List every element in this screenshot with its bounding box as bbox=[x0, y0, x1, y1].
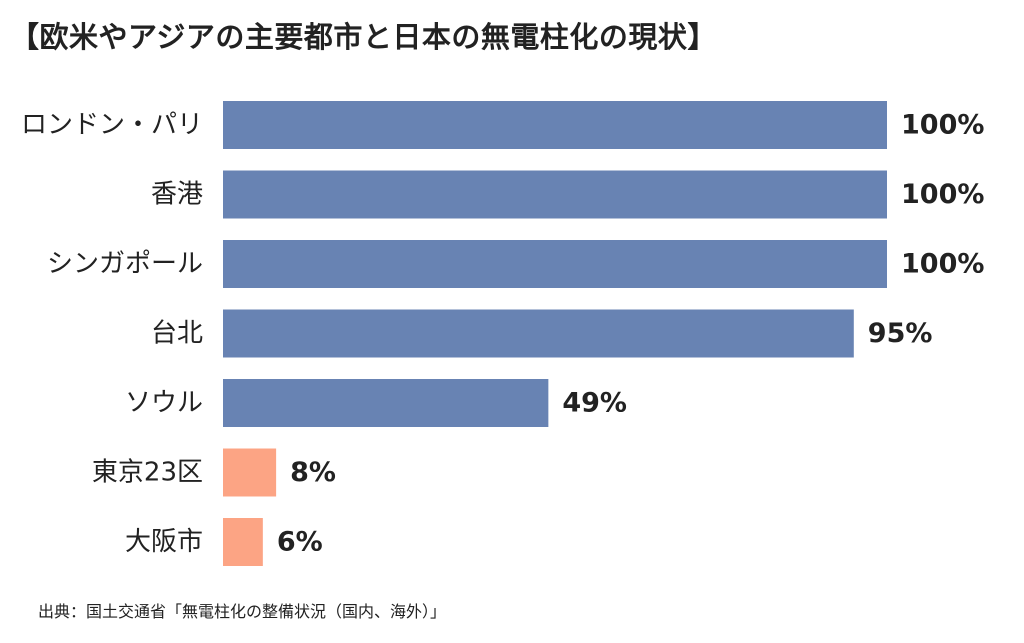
value-label: 100% bbox=[901, 179, 984, 210]
bar bbox=[223, 101, 887, 149]
category-label: 台北 bbox=[151, 319, 203, 349]
value-label: 6% bbox=[277, 527, 323, 558]
bar bbox=[223, 170, 887, 219]
value-label: 100% bbox=[901, 110, 984, 141]
chart-source: 出典：国土交通省「無電柱化の整備状況（国内、海外）」 bbox=[38, 602, 447, 621]
category-label: 大阪市 bbox=[125, 527, 203, 557]
bar bbox=[223, 518, 263, 566]
category-label: 東京23区 bbox=[92, 458, 203, 488]
value-label: 95% bbox=[868, 318, 933, 349]
category-label: 香港 bbox=[151, 180, 203, 210]
chart-title: 【欧米やアジアの主要都市と日本の無電柱化の現状】 bbox=[10, 20, 717, 54]
bar bbox=[223, 309, 854, 358]
category-label: シンガポール bbox=[47, 249, 203, 279]
value-label: 8% bbox=[290, 457, 336, 488]
category-label: ソウル bbox=[125, 388, 203, 418]
category-label: ロンドン・パリ bbox=[21, 110, 203, 140]
value-label: 49% bbox=[562, 388, 627, 419]
bar bbox=[223, 240, 887, 288]
bar bbox=[223, 448, 277, 497]
value-label: 100% bbox=[901, 249, 984, 280]
bar bbox=[223, 379, 549, 427]
